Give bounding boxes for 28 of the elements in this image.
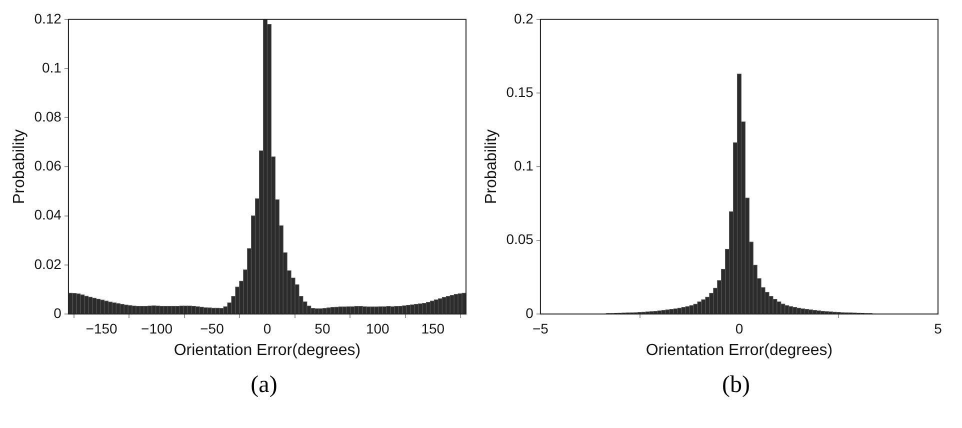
text: (a) [250,372,278,399]
y-tick-label: 0.12 [34,10,62,26]
x-tick-label: 150 [421,320,445,336]
y-tick-label: 0.08 [34,108,62,124]
x-tick-label: 100 [366,320,390,336]
y-tick-label: 0 [54,304,62,321]
y-axis-title: Probability [483,129,500,204]
y-tick-label: 0.2 [514,10,534,26]
y-tick-label: 0.1 [42,59,62,76]
x-axis-title: Orientation Error(degrees) [646,342,833,359]
x-tick-label: 0 [735,320,744,336]
y-tick-label: 0.15 [506,84,534,100]
y-tick-label: 0.1 [514,158,534,174]
x-tick-label: −50 [200,320,224,336]
y-axis-title: Probability [11,129,28,204]
text: (b) [721,372,751,399]
x-tick-label: −150 [86,320,118,336]
x-tick-label: −5 [532,320,549,336]
y-tick-label: 0.02 [34,256,62,272]
x-axis-title: Orientation Error(degrees) [174,342,361,359]
x-tick-label: −100 [141,320,173,336]
x-tick-label: 5 [934,320,942,336]
y-tick-label: 0.04 [34,206,62,223]
x-tick-label: 50 [314,320,330,336]
x-tick-label: 0 [263,320,272,336]
y-tick-label: 0 [526,304,534,321]
y-tick-label: 0.05 [506,231,534,248]
y-tick-label: 0.06 [34,158,62,174]
